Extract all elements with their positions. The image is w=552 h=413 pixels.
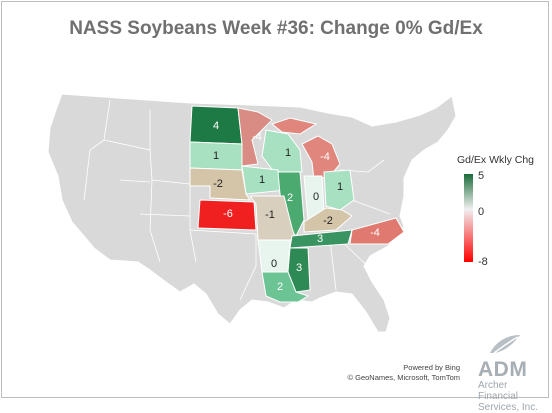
label-arkansas: 0 xyxy=(271,258,277,270)
attribution-sources: © GeoNames, Microsoft, TomTom xyxy=(347,373,461,382)
state-michigan[interactable] xyxy=(301,135,341,181)
state-kansas[interactable] xyxy=(197,199,257,231)
label-wisconsin: 1 xyxy=(285,147,291,159)
label-mississippi: 3 xyxy=(296,262,302,274)
label-iowa: 1 xyxy=(259,174,265,186)
label-minnesota: -4 xyxy=(252,131,262,143)
label-kentucky: -2 xyxy=(323,215,333,227)
attribution-powered: Powered by Bing xyxy=(403,363,460,372)
label-north-dakota: 4 xyxy=(213,120,219,132)
state-michigan-up[interactable] xyxy=(270,117,318,135)
state-north-carolina[interactable] xyxy=(349,217,405,245)
map-attribution: Powered by Bing © GeoNames, Microsoft, T… xyxy=(348,363,461,383)
legend-title: Gd/Ex Wkly Chg xyxy=(457,154,535,166)
state-kentucky[interactable] xyxy=(303,207,353,233)
legend-mid-label: 0 xyxy=(478,206,485,218)
label-louisiana: 2 xyxy=(277,281,283,293)
legend-color-scale xyxy=(464,174,473,262)
state-tennessee[interactable] xyxy=(289,229,353,249)
label-missouri: -1 xyxy=(265,209,275,221)
adm-logo: ADM Archer Financial Services, Inc. xyxy=(478,333,550,413)
state-ohio[interactable] xyxy=(323,169,355,211)
label-indiana: 0 xyxy=(313,191,319,203)
state-louisiana[interactable] xyxy=(261,271,310,303)
legend-max-label: 5 xyxy=(478,170,485,182)
adm-leaf-icon xyxy=(490,335,520,354)
chart-frame xyxy=(1,1,549,398)
state-mississippi[interactable] xyxy=(287,247,311,293)
adm-logo-sub1: Archer Financial xyxy=(478,380,519,402)
legend-min-label: -8 xyxy=(478,256,488,268)
label-ohio: 1 xyxy=(337,181,343,193)
label-illinois: 2 xyxy=(287,192,293,204)
state-wisconsin[interactable] xyxy=(261,129,303,173)
label-north-carolina: -4 xyxy=(370,227,380,239)
label-nebraska: -2 xyxy=(213,178,223,190)
adm-logo-sub2: Services, Inc. xyxy=(478,402,539,413)
label-tennessee: 3 xyxy=(317,233,323,245)
label-michigan: -4 xyxy=(320,151,330,163)
label-south-dakota: 1 xyxy=(213,150,219,162)
label-kansas: -6 xyxy=(223,208,233,220)
adm-logo-name: ADM xyxy=(478,358,528,381)
map-title: NASS Soybeans Week #36: Change 0% Gd/Ex xyxy=(69,18,483,39)
us-map: 4 -4 1 1 -4 1 -2 2 0 1 -6 -1 -2 3 -4 0 3… xyxy=(47,93,457,333)
state-nebraska[interactable] xyxy=(189,167,251,201)
